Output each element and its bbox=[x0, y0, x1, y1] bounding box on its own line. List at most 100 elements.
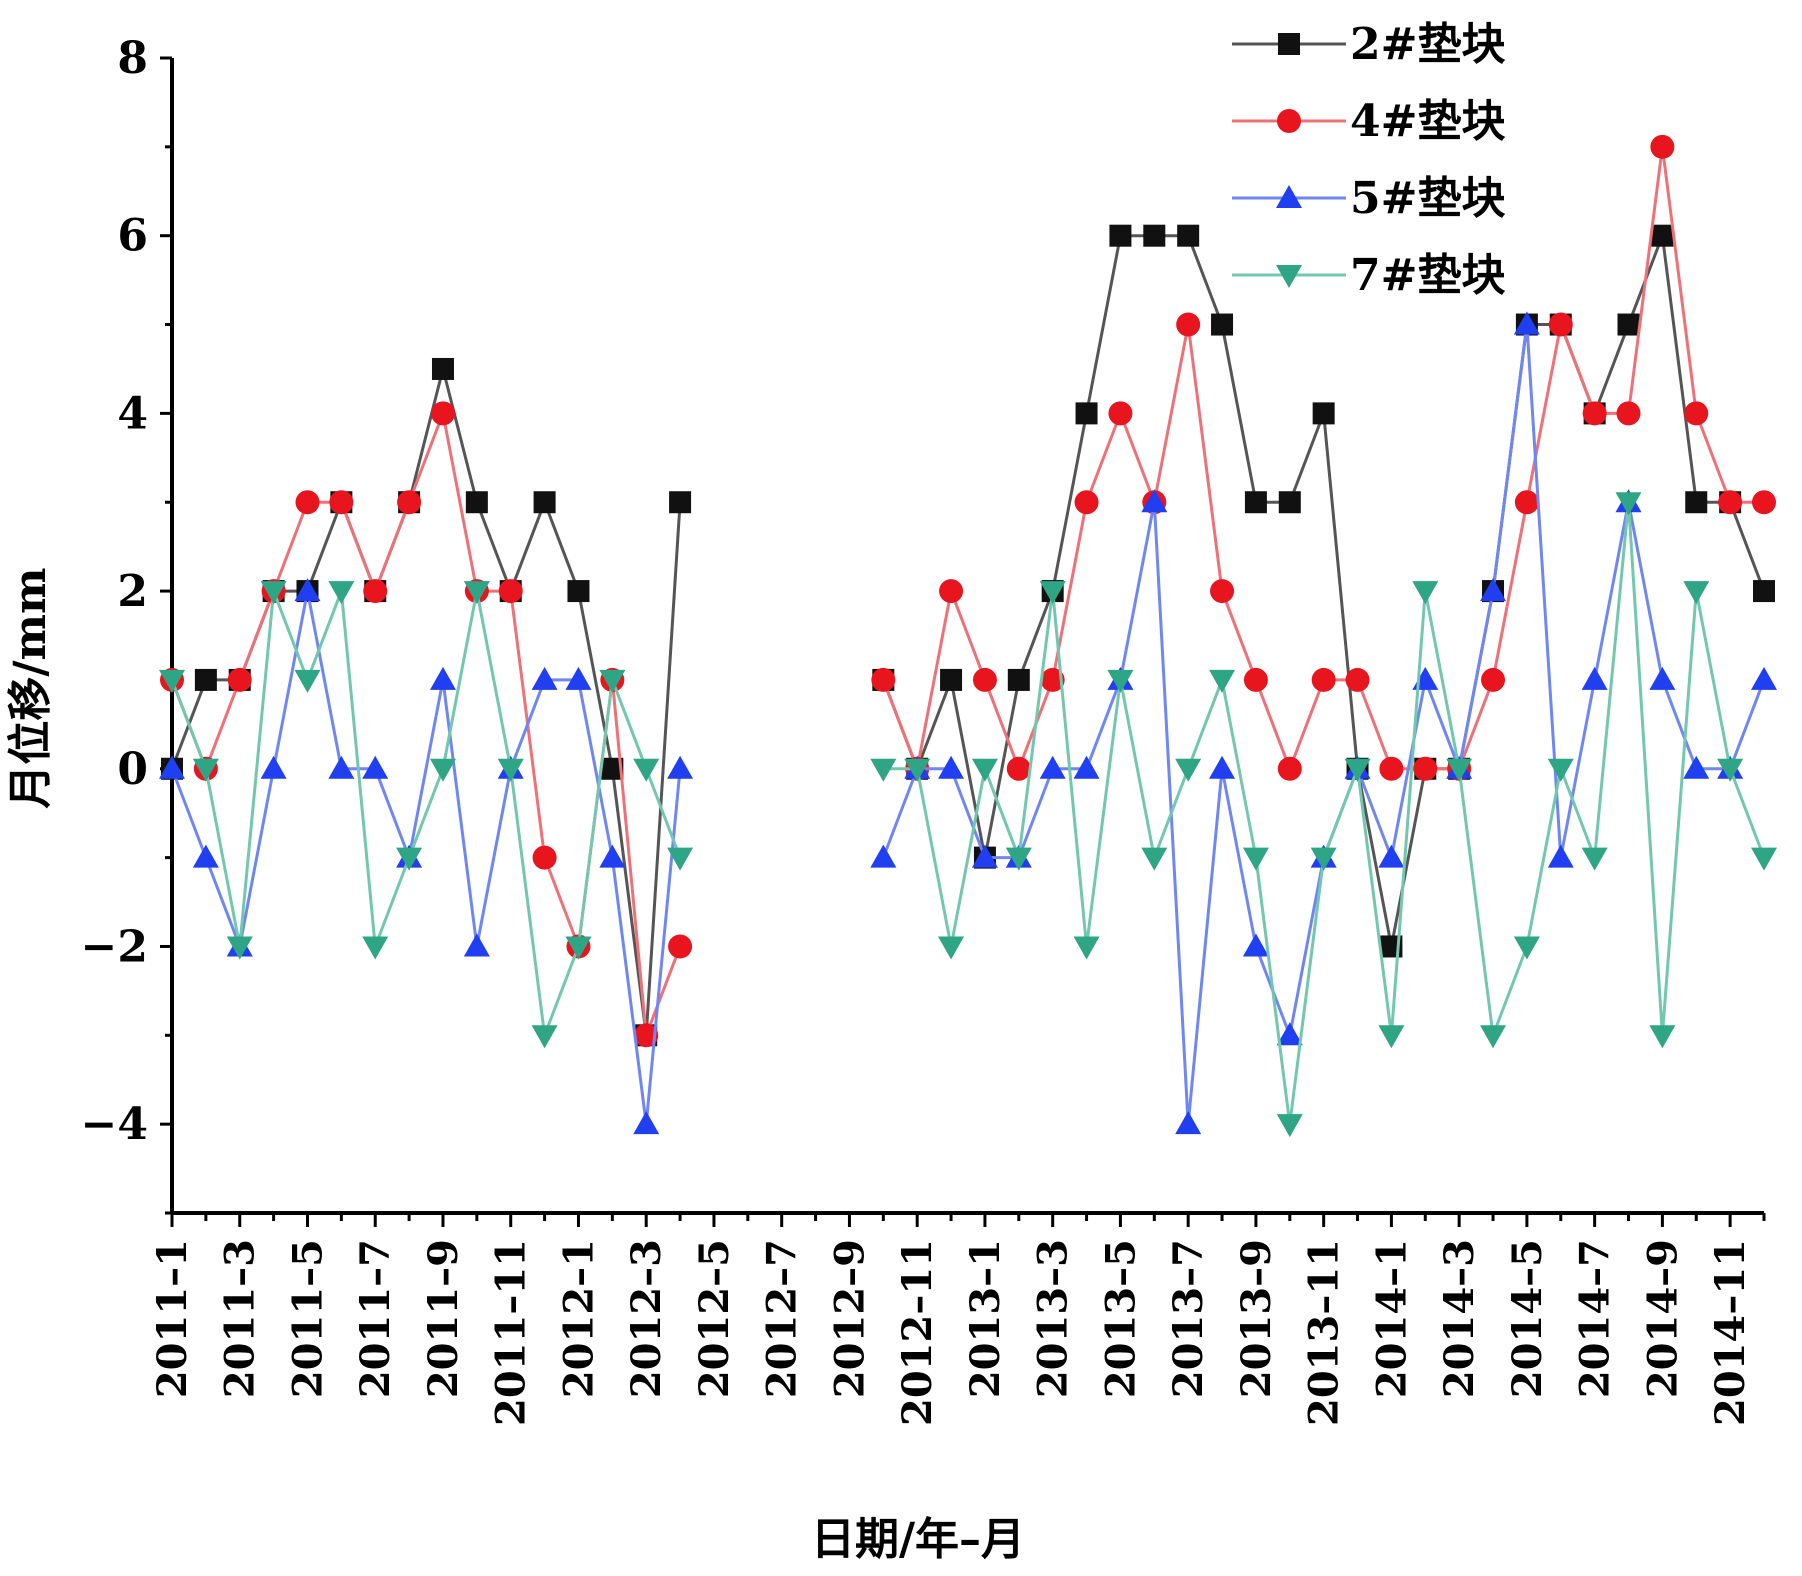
x-tick-label: 2013–9 bbox=[1233, 1239, 1280, 1398]
series-line bbox=[170, 589, 682, 1126]
data-point bbox=[463, 933, 490, 957]
data-point bbox=[429, 758, 456, 782]
x-tick-label: 2012–7 bbox=[759, 1239, 806, 1398]
data-point bbox=[1074, 490, 1099, 515]
data-point bbox=[1006, 756, 1031, 781]
x-tick-label: 2014–11 bbox=[1707, 1239, 1754, 1426]
y-tick-label: 4 bbox=[117, 388, 148, 439]
legend-label: 2#垫块 bbox=[1350, 19, 1505, 70]
data-point bbox=[328, 755, 355, 779]
data-point bbox=[497, 758, 524, 782]
data-point bbox=[1752, 490, 1776, 515]
data-point bbox=[667, 755, 694, 779]
data-point bbox=[1209, 669, 1236, 693]
data-point bbox=[1210, 579, 1235, 604]
x-tick-label: 2012–11 bbox=[894, 1239, 941, 1426]
data-point bbox=[1211, 313, 1234, 336]
data-point bbox=[667, 847, 694, 871]
data-point bbox=[1276, 1114, 1303, 1138]
data-point bbox=[1481, 667, 1506, 692]
legend: 2#垫块 4#垫块 5#垫块 7#垫块 bbox=[1232, 19, 1505, 301]
series-line bbox=[881, 323, 1766, 1126]
data-point bbox=[1379, 756, 1404, 781]
data-point bbox=[1344, 758, 1371, 782]
data-point bbox=[159, 755, 185, 779]
data-point bbox=[1005, 847, 1032, 871]
data-point bbox=[194, 668, 217, 691]
data-point bbox=[633, 1111, 660, 1135]
data-point bbox=[1209, 755, 1236, 779]
data-point bbox=[668, 934, 693, 959]
x-tick-label: 2012–9 bbox=[826, 1239, 873, 1398]
data-point bbox=[1548, 312, 1573, 337]
y-tick-label: 0 bbox=[117, 744, 148, 795]
data-point bbox=[1514, 490, 1539, 515]
data-point bbox=[1616, 401, 1641, 426]
data-point bbox=[1513, 936, 1540, 960]
data-point bbox=[396, 847, 423, 871]
data-point bbox=[1040, 667, 1065, 692]
legend-marker bbox=[1277, 109, 1301, 133]
data-point bbox=[1378, 844, 1405, 868]
data-point bbox=[565, 936, 592, 960]
data-point bbox=[295, 490, 320, 515]
data-point bbox=[669, 491, 692, 514]
legend-marker bbox=[1278, 33, 1300, 55]
data-point bbox=[1547, 758, 1574, 782]
data-point bbox=[294, 578, 321, 602]
data-point bbox=[1310, 847, 1337, 871]
series-4 bbox=[159, 492, 1777, 1138]
data-point bbox=[904, 758, 931, 782]
data-point bbox=[227, 667, 252, 692]
data-point bbox=[1039, 581, 1066, 605]
data-point bbox=[1312, 402, 1335, 425]
x-tick-label: 2013–7 bbox=[1165, 1239, 1212, 1398]
data-point bbox=[1684, 401, 1709, 426]
data-point bbox=[1109, 224, 1132, 247]
x-tick-label: 2013–5 bbox=[1097, 1239, 1144, 1398]
x-tick-label: 2013–11 bbox=[1301, 1239, 1348, 1426]
data-point bbox=[362, 936, 389, 960]
data-point bbox=[1718, 490, 1743, 515]
x-tick-label: 2012–3 bbox=[623, 1239, 670, 1398]
series-line bbox=[881, 234, 1766, 948]
data-point bbox=[1581, 847, 1608, 871]
data-point bbox=[1651, 224, 1674, 247]
data-point bbox=[192, 844, 219, 868]
data-point bbox=[870, 758, 897, 782]
data-point bbox=[1276, 1022, 1303, 1046]
data-point bbox=[1141, 489, 1168, 513]
data-point bbox=[498, 579, 523, 604]
data-point bbox=[1243, 667, 1268, 692]
legend-entry: 4#垫块 bbox=[1232, 96, 1505, 147]
data-point bbox=[1176, 312, 1201, 337]
data-point bbox=[328, 581, 355, 605]
data-point bbox=[565, 666, 592, 690]
y-axis-title: 月位移/mm bbox=[5, 567, 56, 808]
data-point bbox=[1446, 758, 1473, 782]
data-point bbox=[1007, 668, 1030, 691]
data-point bbox=[633, 758, 660, 782]
data-point bbox=[329, 490, 354, 515]
x-tick-label: 2011–9 bbox=[420, 1239, 467, 1398]
series-line bbox=[170, 367, 682, 1037]
data-point bbox=[599, 669, 626, 693]
data-point bbox=[1581, 666, 1608, 690]
data-point bbox=[465, 491, 488, 514]
data-point bbox=[1175, 758, 1202, 782]
data-point bbox=[938, 936, 965, 960]
data-point bbox=[1242, 933, 1269, 957]
series bbox=[159, 134, 1777, 1138]
data-point bbox=[1278, 491, 1301, 514]
data-point bbox=[362, 755, 389, 779]
legend-label: 5#垫块 bbox=[1350, 173, 1505, 224]
legend-marker bbox=[1276, 185, 1302, 208]
data-point bbox=[1717, 758, 1744, 782]
data-point bbox=[1617, 313, 1640, 336]
data-point bbox=[1685, 491, 1708, 514]
data-point bbox=[429, 666, 456, 690]
data-point bbox=[870, 844, 897, 868]
data-point bbox=[1311, 667, 1336, 692]
